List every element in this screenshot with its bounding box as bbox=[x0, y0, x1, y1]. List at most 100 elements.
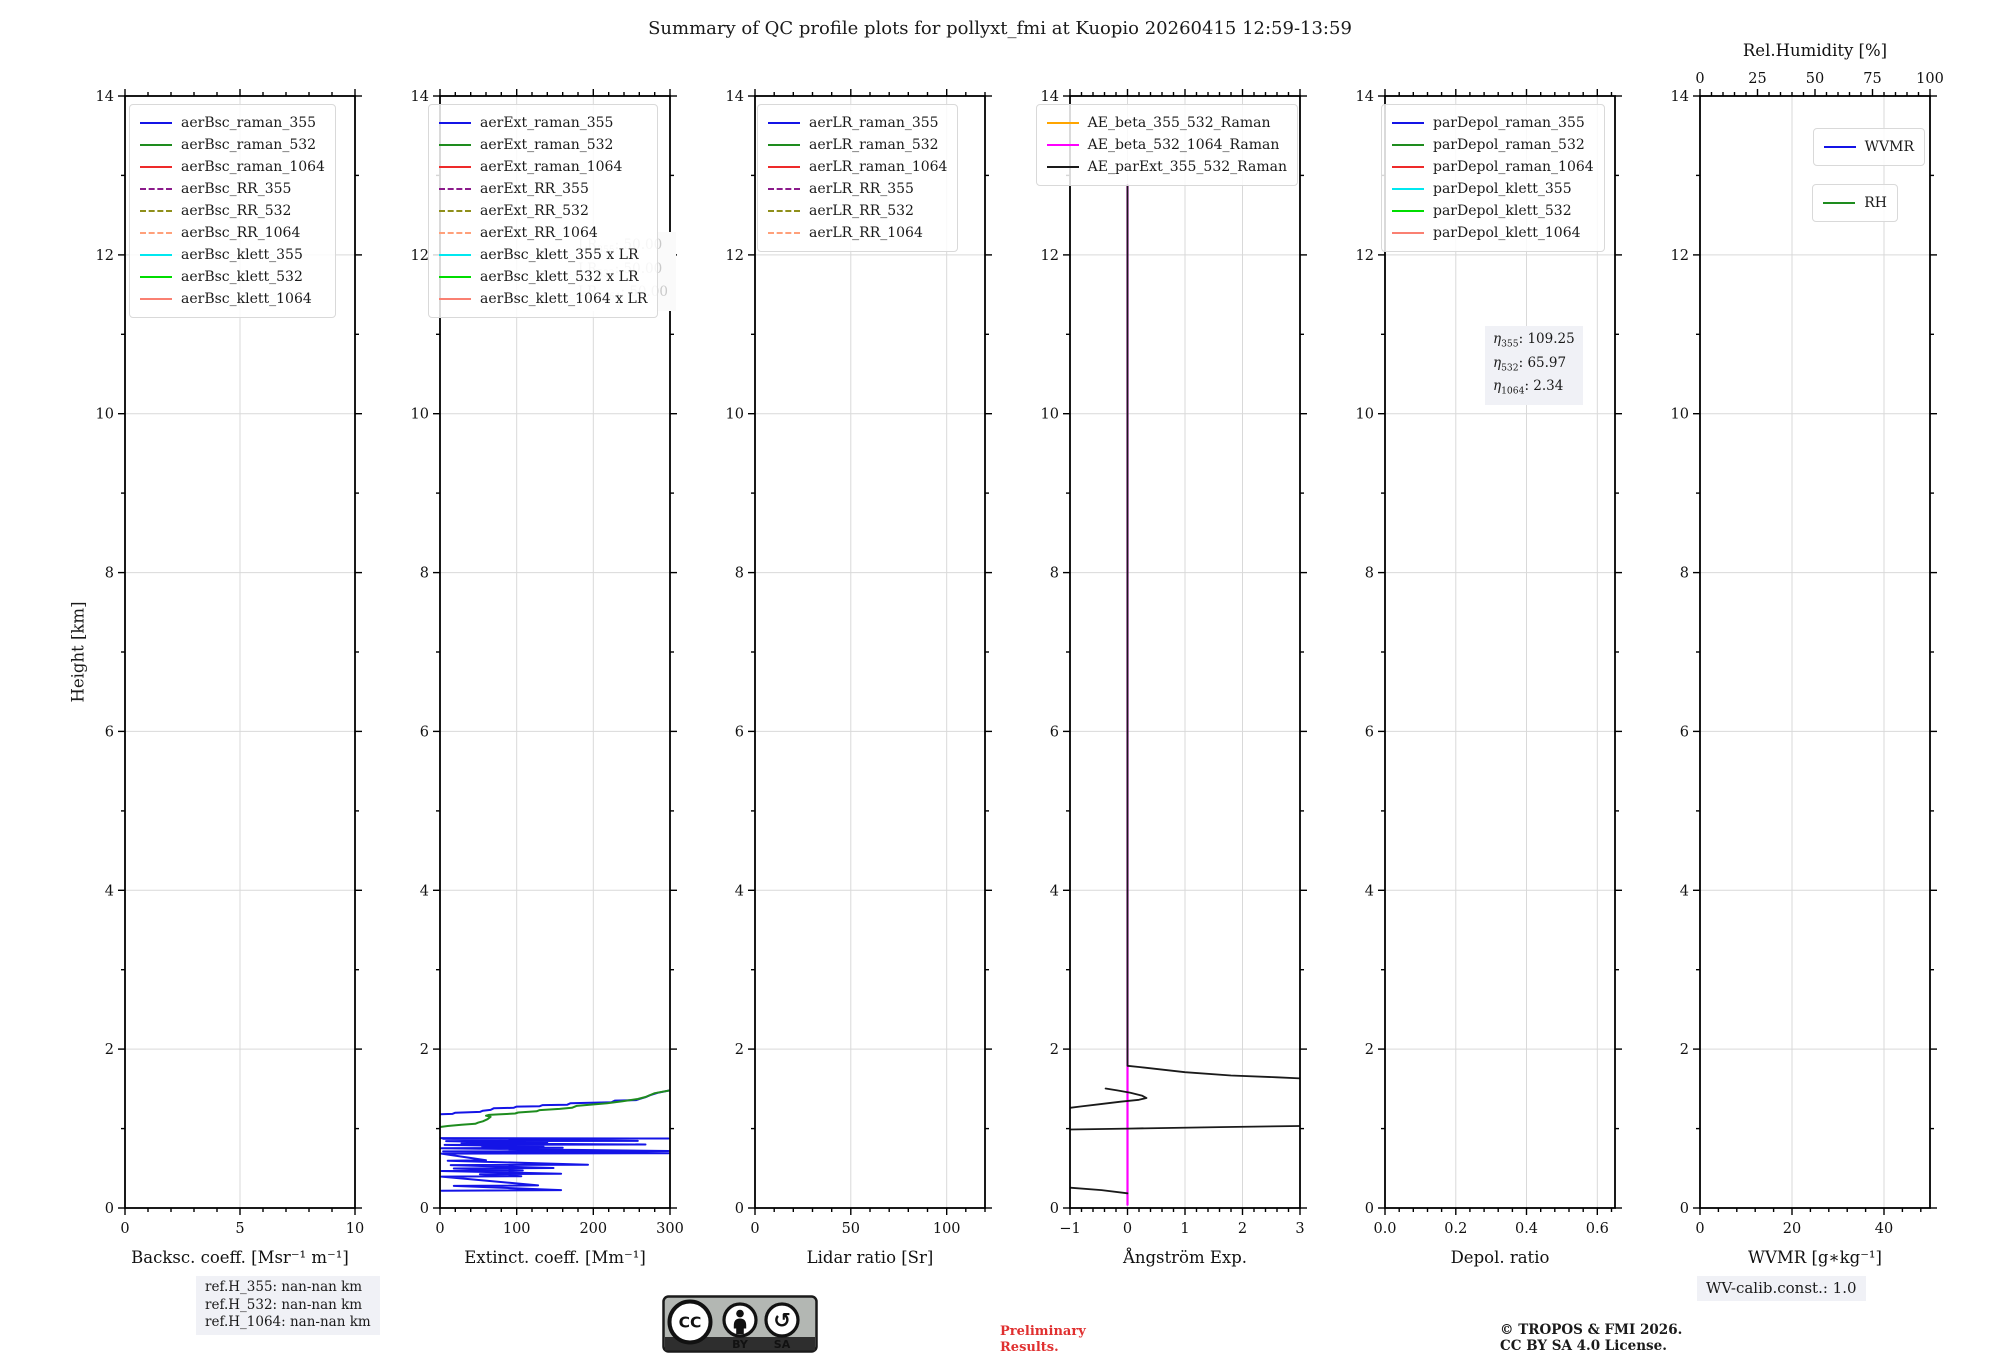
legend-label: aerBsc_raman_532 bbox=[181, 137, 317, 153]
legend-label: aerLR_RR_355 bbox=[809, 181, 914, 197]
legend-item: parDepol_klett_532 bbox=[1392, 200, 1594, 222]
x-tick-label: 0 bbox=[750, 1221, 759, 1237]
x-tick-label: 0 bbox=[435, 1221, 444, 1237]
panel-lidar-ratio: 0 50 100 0 2 4 6 8 10 12 14 Lidar ratio [Sr] aerLR_r… bbox=[726, 89, 992, 1267]
legend-line-sample bbox=[439, 276, 471, 278]
wvmr-plot: 0 20 40 0 2 4 6 8 10 12 14 WVMR [g∗kg⁻¹] 0 25 50 75 100 R… bbox=[1671, 41, 1944, 1267]
legend-item: aerExt_raman_532 bbox=[439, 134, 647, 156]
legend-label: aerBsc_RR_1064 bbox=[181, 225, 301, 241]
top-tick-label: 0 bbox=[1695, 71, 1704, 87]
y-tick-label: 8 bbox=[735, 566, 744, 582]
legend-item: aerExt_raman_355 bbox=[439, 112, 647, 134]
y-tick-label: 10 bbox=[1356, 407, 1374, 423]
legend-item: aerBsc_raman_355 bbox=[140, 112, 325, 134]
legend-line-sample bbox=[140, 166, 172, 168]
y-tick-label: 2 bbox=[1365, 1042, 1374, 1058]
y-tick-label: 2 bbox=[105, 1042, 114, 1058]
legend-line-sample bbox=[439, 188, 471, 190]
y-tick-label: 6 bbox=[1680, 724, 1689, 740]
legend-item: aerBsc_klett_355 x LR bbox=[439, 244, 647, 266]
top-tick-label: 100 bbox=[1916, 71, 1944, 87]
ref-height-annotation: ref.H_355: nan-nan km ref.H_532: nan-nan … bbox=[196, 1276, 380, 1335]
preliminary-results-note: Preliminary Results. bbox=[1000, 1324, 1086, 1355]
top-axis-label: Rel.Humidity [%] bbox=[1743, 41, 1887, 60]
series-aerExt_raman_532 bbox=[440, 1089, 670, 1128]
panel-backscatter: 0 5 10 0 2 4 6 8 10 12 14 Backsc. coeff. [Msr⁻¹ m⁻¹… bbox=[96, 89, 364, 1267]
y-tick-label: 10 bbox=[411, 407, 429, 423]
y-tick-label: 10 bbox=[726, 407, 744, 423]
x-tick-label: 0.6 bbox=[1586, 1221, 1609, 1237]
y-tick-label: 8 bbox=[1050, 566, 1059, 582]
legend-line-sample bbox=[1823, 202, 1856, 204]
y-tick-label: 6 bbox=[1365, 724, 1374, 740]
legend-line-sample bbox=[1392, 122, 1424, 124]
y-tick-label: 6 bbox=[420, 724, 429, 740]
legend-line-sample bbox=[1046, 122, 1079, 124]
legend-label: aerLR_raman_1064 bbox=[809, 159, 948, 175]
y-tick-label: 0 bbox=[105, 1201, 114, 1217]
legend-item: AE_beta_355_532_Raman bbox=[1046, 112, 1287, 134]
legend-line-sample bbox=[1392, 232, 1424, 234]
legend-line-sample bbox=[140, 276, 172, 278]
legend-line-sample bbox=[140, 254, 172, 256]
legend-label: parDepol_klett_1064 bbox=[1433, 225, 1581, 241]
legend-item: aerExt_raman_1064 bbox=[439, 156, 647, 178]
y-tick-label: 2 bbox=[1050, 1042, 1059, 1058]
legend-line-sample bbox=[140, 298, 172, 300]
series-AE_parExt_355_532_Raman bbox=[1126, 184, 1300, 1080]
legend-line-sample bbox=[140, 122, 172, 124]
legend-label: AE_beta_532_1064_Raman bbox=[1087, 137, 1280, 153]
y-tick-label: 8 bbox=[1365, 566, 1374, 582]
text-line: ref.H_532: nan-nan km bbox=[205, 1296, 363, 1313]
legend-label: parDepol_raman_532 bbox=[1433, 137, 1585, 153]
y-tick-label: 6 bbox=[735, 724, 744, 740]
sa-label: SA bbox=[774, 1338, 791, 1351]
legend-line-sample bbox=[439, 210, 471, 212]
legend-line-sample bbox=[1392, 188, 1424, 190]
x-axis-label: Backsc. coeff. [Msr⁻¹ m⁻¹] bbox=[131, 1248, 349, 1267]
x-tick-label: 10 bbox=[346, 1221, 364, 1237]
legend-label: aerLR_raman_355 bbox=[809, 115, 939, 131]
depol-plot: 0.0 0.2 0.4 0.6 0 2 4 6 8 10 12 14 Depol. ratio bbox=[1356, 89, 1622, 1267]
legend-line-sample bbox=[439, 166, 471, 168]
legend-line-sample bbox=[1392, 144, 1424, 146]
y-tick-label: 14 bbox=[1671, 89, 1689, 105]
legend-item: AE_parExt_355_532_Raman bbox=[1046, 156, 1287, 178]
annotation-line: η355: 109.25 bbox=[1493, 331, 1575, 350]
series-AE_parExt_355_532_Raman bbox=[1070, 1087, 1148, 1109]
y-tick-label: 0 bbox=[420, 1201, 429, 1217]
y-tick-label: 0 bbox=[735, 1201, 744, 1217]
legend-label: RH bbox=[1864, 195, 1887, 211]
legend-line-sample bbox=[439, 232, 471, 234]
legend-label: aerExt_RR_1064 bbox=[480, 225, 598, 241]
legend-line-sample bbox=[768, 188, 800, 190]
legend: WVMR bbox=[1812, 128, 1925, 166]
legend-label: aerBsc_klett_355 x LR bbox=[480, 247, 639, 263]
legend-line-sample bbox=[140, 210, 172, 212]
x-tick-label: 100 bbox=[933, 1221, 961, 1237]
x-tick-label: 5 bbox=[235, 1221, 244, 1237]
y-tick-label: 2 bbox=[735, 1042, 744, 1058]
y-tick-label: 6 bbox=[105, 724, 114, 740]
legend-item: aerBsc_klett_532 bbox=[140, 266, 325, 288]
backscatter-plot: 0 5 10 0 2 4 6 8 10 12 14 Backsc. coeff. [Msr⁻¹ m⁻¹… bbox=[96, 89, 364, 1267]
legend-label: aerExt_raman_1064 bbox=[480, 159, 623, 175]
x-axis-label: Ångström Exp. bbox=[1122, 1247, 1247, 1267]
legend-line-sample bbox=[1046, 166, 1079, 168]
legend-line-sample bbox=[439, 298, 471, 300]
text-line: ref.H_1064: nan-nan km bbox=[205, 1314, 371, 1330]
annotation-line: η532: 65.97 bbox=[1493, 354, 1567, 374]
y-tick-label: 2 bbox=[1680, 1042, 1689, 1058]
x-axis-label: WVMR [g∗kg⁻¹] bbox=[1748, 1248, 1882, 1267]
x-axis-label: Depol. ratio bbox=[1451, 1248, 1550, 1267]
legend-label: aerExt_RR_355 bbox=[480, 181, 589, 197]
legend-line-sample bbox=[1046, 144, 1079, 146]
legend-item: aerLR_RR_1064 bbox=[768, 222, 947, 244]
y-tick-label: 8 bbox=[420, 566, 429, 582]
legend-label: aerBsc_klett_355 bbox=[181, 247, 303, 263]
legend-label: aerBsc_klett_1064 x LR bbox=[480, 291, 648, 307]
y-tick-label: 12 bbox=[411, 248, 429, 264]
y-tick-label: 12 bbox=[726, 248, 744, 264]
legend-item: RH bbox=[1823, 192, 1887, 214]
